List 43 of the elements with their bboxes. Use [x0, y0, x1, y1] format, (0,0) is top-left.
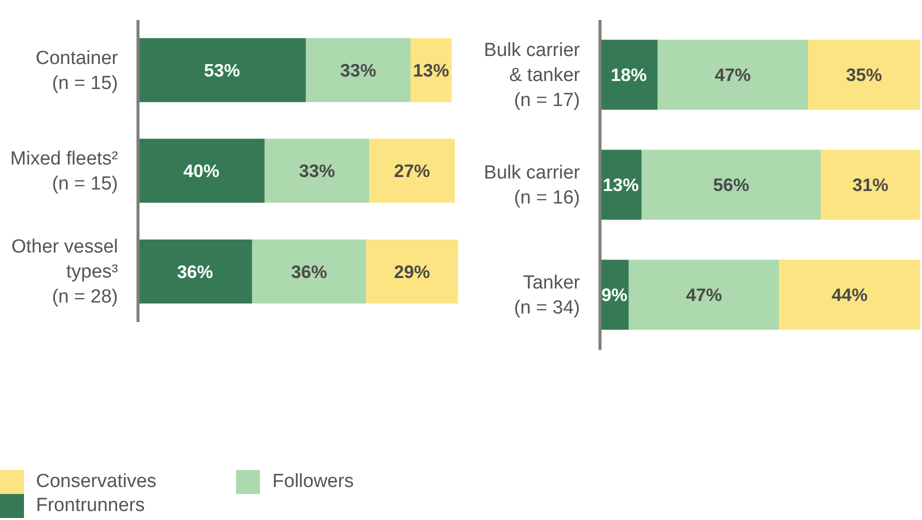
y-tick-label: Bulk carrier & tanker (n = 17): [484, 40, 581, 110]
bar: [779, 260, 920, 330]
y-tick-label: Other vessel types³ (n = 28): [11, 236, 118, 308]
bar: [306, 38, 410, 102]
data-label: 33%: [340, 60, 376, 81]
bar: [820, 150, 920, 220]
legend-label: Frontrunners: [36, 495, 145, 516]
bar: [808, 40, 920, 110]
bar: [410, 38, 452, 102]
bar: [366, 239, 458, 304]
data-label: 44%: [832, 285, 868, 306]
data-label: 35%: [846, 65, 882, 86]
data-label: 18%: [610, 65, 647, 86]
bar: [642, 150, 821, 220]
legend-label: Conservatives: [36, 471, 156, 492]
data-label: 13%: [602, 175, 639, 196]
legend-label: Followers: [272, 471, 354, 492]
data-label: 40%: [183, 161, 220, 182]
data-label: 56%: [713, 175, 750, 196]
bar: [138, 239, 252, 304]
bar: [138, 138, 265, 203]
y-tick-label: Mixed fleets² (n = 15): [10, 148, 118, 194]
data-label: 47%: [714, 65, 751, 86]
data-label: 27%: [394, 161, 430, 182]
data-label: 9%: [601, 285, 628, 306]
data-label: 31%: [852, 175, 888, 196]
bar: [658, 40, 808, 110]
bar: [600, 40, 658, 110]
bar: [264, 138, 370, 203]
data-label: 13%: [413, 60, 450, 81]
y-tick-label: Tanker (n = 34): [514, 272, 581, 318]
bar: [252, 239, 366, 304]
data-label: 36%: [291, 262, 328, 282]
bar: [628, 260, 780, 330]
data-label: 33%: [298, 161, 336, 182]
bar: [369, 138, 455, 203]
data-label: 36%: [177, 262, 214, 282]
y-tick-label: Container (n = 15): [36, 47, 119, 94]
bar: [138, 38, 306, 102]
data-label: 47%: [686, 285, 722, 306]
data-label: 53%: [204, 60, 240, 81]
data-label: 29%: [394, 262, 430, 282]
y-tick-label: Bulk carrier (n = 16): [484, 162, 581, 208]
